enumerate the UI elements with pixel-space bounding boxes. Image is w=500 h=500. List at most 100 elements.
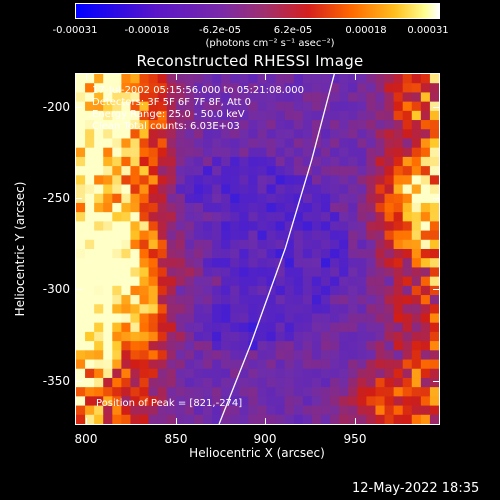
heatmap-cell bbox=[411, 341, 422, 351]
heatmap-cell bbox=[221, 350, 231, 361]
heatmap-cell bbox=[166, 239, 177, 250]
heatmap-cell bbox=[103, 184, 113, 195]
heatmap-cell bbox=[429, 129, 439, 140]
heatmap-cell bbox=[85, 322, 95, 333]
heatmap-cell bbox=[76, 341, 86, 351]
heatmap-cell bbox=[148, 110, 159, 121]
heatmap-cell bbox=[139, 147, 150, 158]
heatmap-cell bbox=[330, 414, 340, 424]
heatmap-cell bbox=[257, 156, 268, 167]
heatmap-cell bbox=[366, 304, 377, 315]
heatmap-cell bbox=[384, 101, 395, 112]
heatmap-cell bbox=[157, 396, 168, 407]
heatmap-cell bbox=[239, 350, 250, 361]
heatmap-cell bbox=[402, 221, 413, 232]
heatmap-cell bbox=[357, 285, 367, 296]
heatmap-cell bbox=[212, 313, 222, 324]
heatmap-cell bbox=[375, 221, 386, 232]
heatmap-cell bbox=[266, 212, 277, 222]
heatmap-cell bbox=[230, 212, 240, 222]
heatmap-cell bbox=[393, 276, 404, 287]
heatmap-cell bbox=[420, 405, 431, 416]
heatmap-cell bbox=[112, 387, 122, 397]
heatmap-cell bbox=[193, 129, 204, 140]
heatmap-cell bbox=[76, 156, 86, 167]
heatmap-cell bbox=[193, 239, 204, 250]
heatmap-cell bbox=[321, 212, 331, 222]
heatmap-cell bbox=[248, 212, 259, 222]
heatmap-cell bbox=[411, 285, 422, 296]
heatmap-cell bbox=[184, 156, 195, 167]
heatmap-cell bbox=[148, 341, 159, 351]
heatmap-cell bbox=[157, 230, 168, 241]
heatmap-cell bbox=[139, 92, 150, 103]
heatmap-cell bbox=[284, 166, 295, 176]
heatmap-cell bbox=[393, 129, 404, 140]
heatmap-cell bbox=[130, 341, 141, 351]
heatmap-cell bbox=[339, 267, 349, 278]
heatmap-cell bbox=[429, 313, 439, 324]
heatmap-cell bbox=[148, 331, 159, 342]
heatmap-cell bbox=[321, 331, 331, 342]
heatmap-cell bbox=[284, 175, 295, 186]
heatmap-cell bbox=[393, 387, 404, 397]
heatmap-cell bbox=[393, 368, 404, 379]
heatmap-cell bbox=[384, 138, 395, 149]
heatmap-cell bbox=[76, 184, 86, 195]
heatmap-cell bbox=[284, 138, 295, 149]
heatmap-cell bbox=[76, 120, 86, 130]
heatmap-cell bbox=[130, 156, 141, 167]
heatmap-cell bbox=[166, 193, 177, 204]
heatmap-cell bbox=[94, 184, 104, 195]
heatmap-cell bbox=[429, 202, 439, 213]
heatmap-cell bbox=[302, 249, 313, 259]
heatmap-cell bbox=[348, 350, 358, 361]
heatmap-cell bbox=[193, 74, 204, 84]
heatmap-cell bbox=[112, 414, 122, 424]
heatmap-cell bbox=[166, 249, 177, 259]
heatmap-cell bbox=[112, 249, 122, 259]
heatmap-cell bbox=[184, 129, 195, 140]
heatmap-cell bbox=[266, 120, 277, 130]
heatmap-cell bbox=[103, 249, 113, 259]
heatmap-cell bbox=[293, 129, 304, 140]
heatmap-cell bbox=[420, 184, 431, 195]
heatmap-cell bbox=[330, 120, 340, 130]
heatmap-cell bbox=[103, 285, 113, 296]
heatmap-cell bbox=[175, 230, 186, 241]
heatmap-cell bbox=[402, 405, 413, 416]
heatmap-cell bbox=[184, 350, 195, 361]
heatmap-cell bbox=[85, 74, 95, 84]
heatmap-cell bbox=[230, 193, 240, 204]
heatmap-cell bbox=[330, 193, 340, 204]
axis-tick-mark bbox=[75, 289, 82, 290]
heatmap-cell bbox=[384, 313, 395, 324]
heatmap-cell bbox=[402, 258, 413, 269]
heatmap-cell bbox=[212, 377, 222, 388]
heatmap-cell bbox=[166, 202, 177, 213]
heatmap-cell bbox=[321, 138, 331, 149]
heatmap-cell bbox=[321, 147, 331, 158]
heatmap-cell bbox=[330, 331, 340, 342]
heatmap-cell bbox=[293, 267, 304, 278]
heatmap-cell bbox=[166, 83, 177, 94]
heatmap-cell bbox=[402, 147, 413, 158]
heatmap-cell bbox=[139, 110, 150, 121]
heatmap-cell bbox=[76, 74, 86, 84]
heatmap-cell bbox=[76, 138, 86, 149]
heatmap-cell bbox=[275, 156, 286, 167]
heatmap-cell bbox=[366, 377, 377, 388]
heatmap-cell bbox=[203, 350, 213, 361]
heatmap-cell bbox=[420, 331, 431, 342]
heatmap-cell bbox=[339, 295, 349, 305]
heatmap-cell bbox=[393, 239, 404, 250]
heatmap-cell bbox=[193, 341, 204, 351]
heatmap-cell bbox=[311, 304, 322, 315]
heatmap-cell bbox=[248, 285, 259, 296]
heatmap-cell bbox=[420, 396, 431, 407]
heatmap-cell bbox=[411, 92, 422, 103]
heatmap-cell bbox=[212, 166, 222, 176]
axis-tick-mark bbox=[265, 418, 266, 425]
heatmap-cell bbox=[266, 83, 277, 94]
heatmap-cell bbox=[275, 147, 286, 158]
